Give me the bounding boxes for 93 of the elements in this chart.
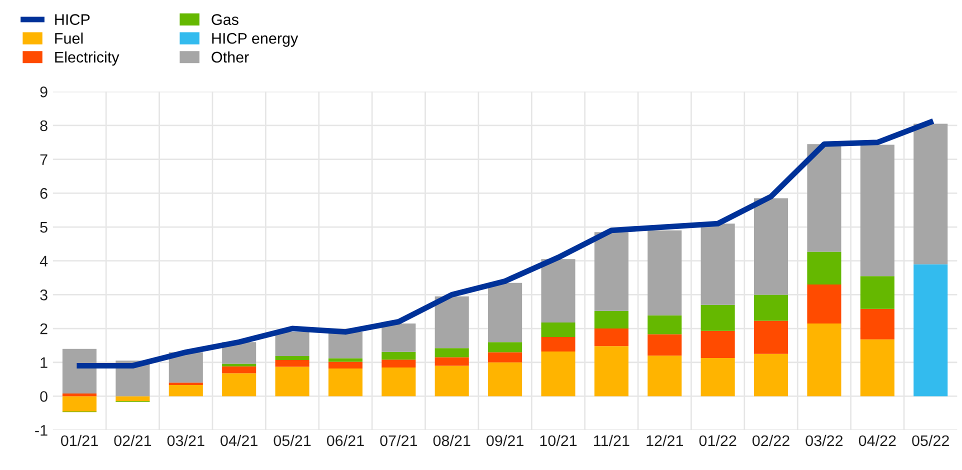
bar xyxy=(754,320,788,354)
bar xyxy=(754,198,788,295)
bar xyxy=(434,366,469,396)
bar xyxy=(754,294,788,321)
bar xyxy=(168,352,203,383)
bar xyxy=(488,282,522,342)
bar xyxy=(434,348,469,358)
y-tick-label: 5 xyxy=(40,222,48,233)
x-tick-label: 04/22 xyxy=(858,434,896,446)
bar xyxy=(700,224,735,305)
x-tick-label: 07/21 xyxy=(380,434,418,446)
legend-label: Fuel xyxy=(55,32,83,44)
x-tick-label: 01/21 xyxy=(60,434,98,446)
x-tick-label: 09/21 xyxy=(486,434,524,446)
y-tick-label: 7 xyxy=(40,154,48,165)
bar xyxy=(648,334,682,356)
bar xyxy=(275,360,310,367)
bar xyxy=(382,352,416,360)
bar xyxy=(648,356,682,396)
bar xyxy=(62,396,97,412)
x-tick-label: 06/21 xyxy=(326,434,364,446)
bar xyxy=(807,144,842,252)
bar xyxy=(700,330,735,358)
bar xyxy=(222,366,256,374)
bar xyxy=(328,362,362,368)
x-tick-label: 08/21 xyxy=(433,434,470,446)
bar xyxy=(382,360,416,368)
legend-label: Electricity xyxy=(55,51,120,66)
x-tick-label: 01/22 xyxy=(699,434,736,446)
x-tick-label: 03/22 xyxy=(806,434,843,446)
bar xyxy=(116,396,150,402)
bar xyxy=(594,310,628,329)
bar xyxy=(541,259,576,322)
bar xyxy=(594,346,628,396)
bar xyxy=(382,323,416,352)
bar xyxy=(860,339,894,396)
y-tick-label: 9 xyxy=(40,86,48,98)
bar xyxy=(860,276,894,309)
bar xyxy=(328,368,362,396)
bar xyxy=(275,332,310,356)
x-tick-label: 12/21 xyxy=(646,434,683,446)
bar xyxy=(488,352,522,362)
bar xyxy=(488,362,522,396)
legend-label: HICP xyxy=(55,14,90,25)
bar xyxy=(807,252,842,285)
y-tick-label: 1 xyxy=(40,357,48,368)
bar xyxy=(914,264,948,396)
y-tick-label: 8 xyxy=(40,120,48,132)
bar xyxy=(700,358,735,396)
bar xyxy=(914,124,948,264)
bar xyxy=(754,354,788,396)
y-tick-label: 6 xyxy=(40,188,48,199)
bar xyxy=(807,323,842,396)
bar xyxy=(382,367,416,396)
y-tick-label: 3 xyxy=(40,290,48,300)
bar xyxy=(860,144,894,276)
x-tick-label: 05/22 xyxy=(912,434,949,446)
bar xyxy=(541,336,576,352)
x-tick-label: 02/22 xyxy=(752,434,790,446)
bar xyxy=(168,385,203,396)
bar xyxy=(222,364,256,366)
x-tick-label: 02/21 xyxy=(114,434,152,446)
bar xyxy=(488,342,522,352)
bar xyxy=(700,304,735,331)
bar xyxy=(62,348,97,394)
y-tick-label: 0 xyxy=(40,391,48,402)
bar xyxy=(648,315,682,334)
bar xyxy=(594,232,628,311)
bar xyxy=(648,230,682,316)
bar xyxy=(434,357,469,366)
bar xyxy=(541,352,576,396)
x-tick-label: 03/21 xyxy=(167,434,204,446)
x-tick-label: 05/21 xyxy=(274,434,311,446)
x-tick-label: 10/21 xyxy=(540,434,577,446)
legend-label: Other xyxy=(212,51,249,63)
y-tick-label: 4 xyxy=(40,256,48,266)
y-tick-label: -1 xyxy=(35,425,48,436)
bar xyxy=(860,308,894,340)
bar xyxy=(275,356,310,360)
bar xyxy=(807,284,842,324)
legend-label: Gas xyxy=(212,14,238,25)
bar xyxy=(222,373,256,396)
bar xyxy=(275,366,310,396)
x-tick-label: 11/21 xyxy=(594,434,630,446)
bar xyxy=(434,296,469,348)
bar xyxy=(168,382,203,386)
y-tick-label: 2 xyxy=(40,323,48,334)
bar xyxy=(328,332,362,358)
bar xyxy=(594,328,628,346)
legend-label: HICP energy xyxy=(212,32,298,47)
bar xyxy=(541,322,576,337)
x-tick-label: 04/21 xyxy=(220,434,258,446)
bar xyxy=(62,394,97,396)
